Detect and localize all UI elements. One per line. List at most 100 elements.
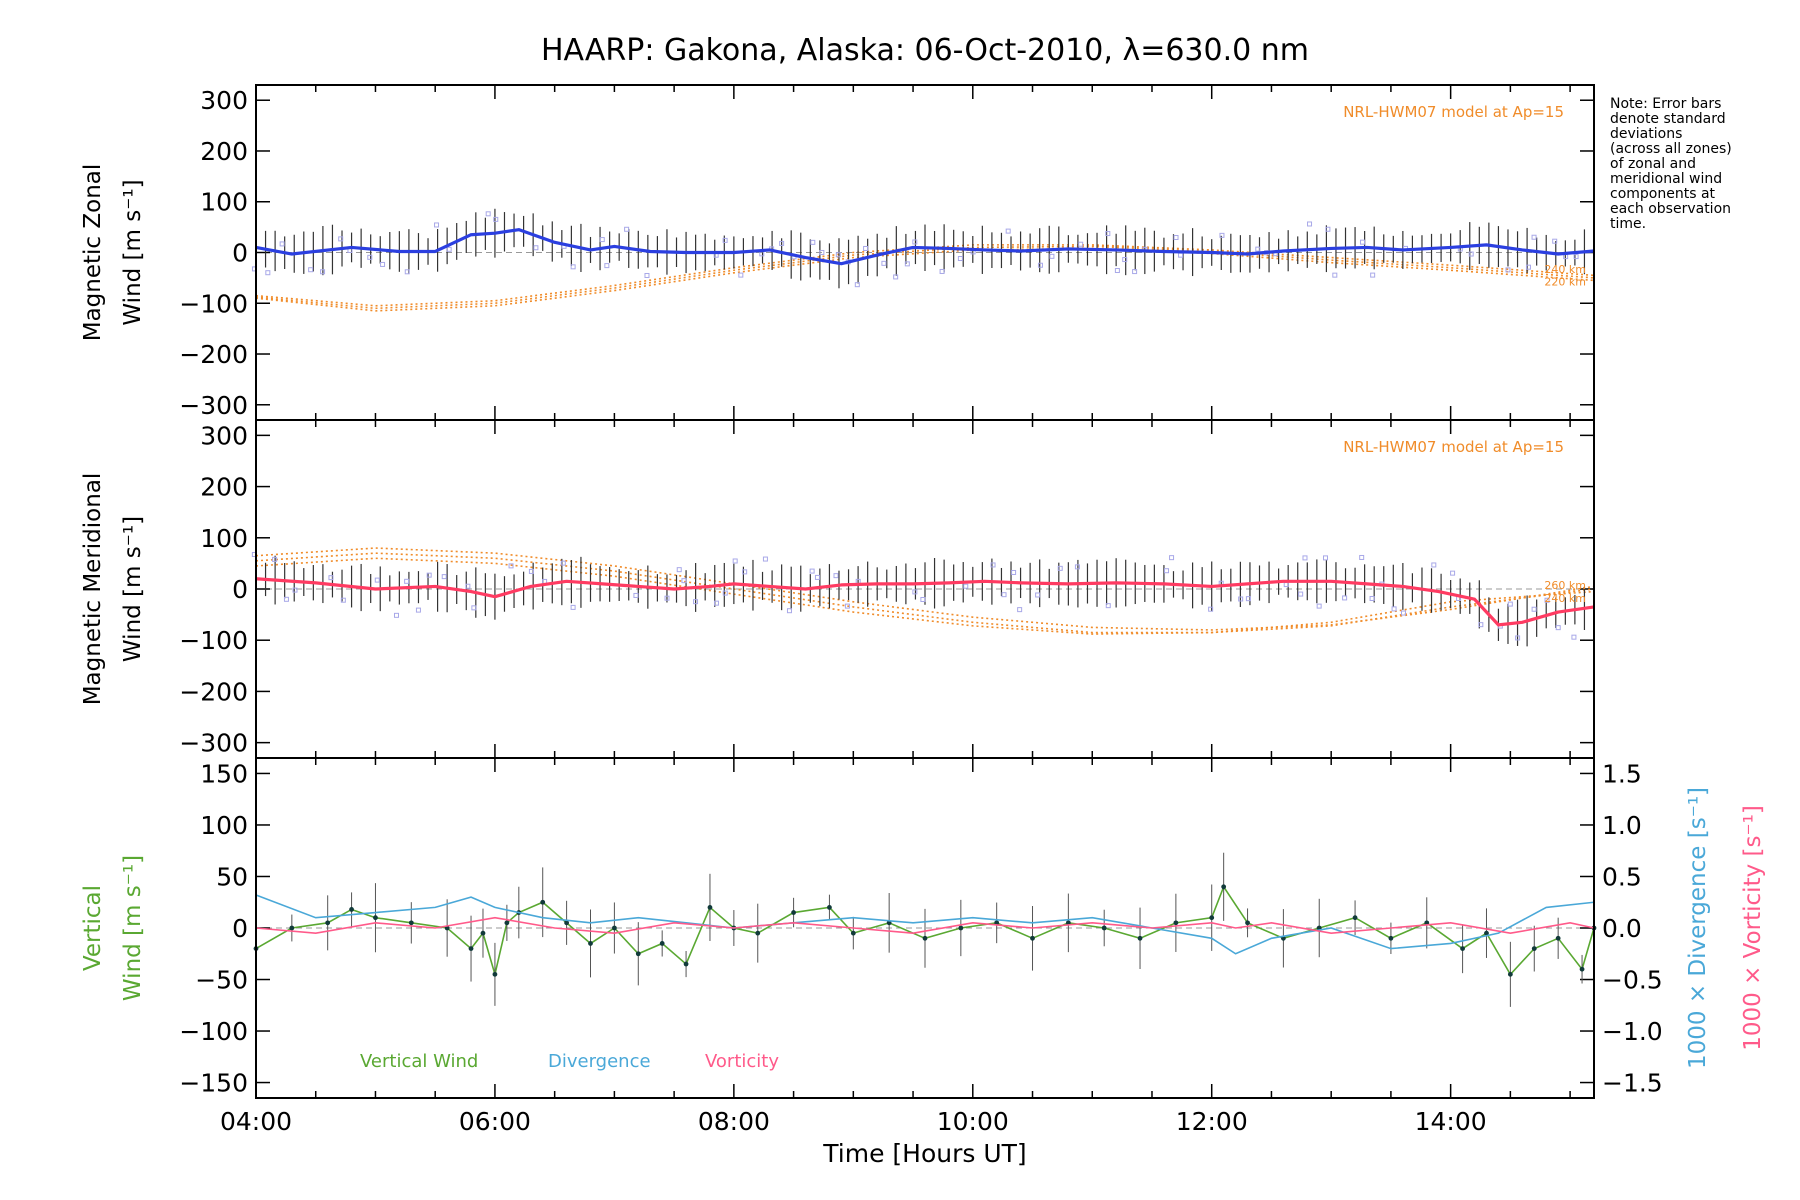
model-height-label: 260 km — [1544, 579, 1586, 592]
sample-point — [1238, 596, 1244, 602]
sample-point — [1369, 595, 1375, 601]
sample-point — [904, 261, 910, 267]
y-tick-label: 200 — [200, 473, 248, 502]
sample-point — [1359, 239, 1365, 245]
meridional-wind-line — [255, 577, 1595, 627]
sample-point — [1005, 228, 1011, 234]
note-line: (across all zones) — [1610, 141, 1732, 157]
y2-tick-label: 1.0 — [1602, 811, 1642, 840]
data-point — [922, 935, 928, 941]
sample-point — [1178, 252, 1184, 258]
note-line: components at — [1610, 186, 1716, 202]
sample-point — [374, 577, 380, 583]
data-point — [1245, 920, 1250, 926]
data-point — [659, 941, 665, 946]
sample-point — [1001, 592, 1007, 598]
sample-point — [1571, 634, 1577, 640]
model-curve — [255, 552, 1595, 634]
data-point — [349, 907, 354, 912]
sample-point — [1037, 262, 1043, 268]
sample-point — [1332, 272, 1338, 278]
sample-point — [1468, 251, 1474, 257]
sample-point — [738, 272, 744, 278]
sample-point — [1011, 569, 1017, 575]
sample-point — [528, 568, 534, 574]
legend-entry: Vorticity — [705, 1051, 779, 1072]
data-point — [540, 899, 546, 905]
sample-point — [912, 239, 918, 245]
sample-point — [676, 567, 682, 573]
data-point — [1137, 935, 1143, 941]
sample-point — [863, 245, 869, 251]
sample-point — [1035, 592, 1041, 598]
sample-point — [1208, 606, 1214, 612]
sample-point — [446, 246, 452, 252]
model-height-label: 240 km — [1544, 263, 1586, 276]
sample-point — [471, 605, 477, 611]
sample-point — [1122, 257, 1128, 263]
y-tick-label: −200 — [179, 677, 248, 706]
sample-point — [1105, 603, 1111, 609]
sample-point — [404, 578, 410, 584]
y-tick-label: 100 — [200, 524, 248, 553]
sample-point — [1057, 565, 1063, 571]
sample-point — [633, 592, 639, 598]
sample-point — [1307, 221, 1313, 227]
data-point — [611, 925, 617, 931]
note-line: of zonal and — [1610, 156, 1696, 172]
sample-point — [1391, 606, 1397, 612]
sample-point — [570, 604, 576, 610]
sample-point — [814, 574, 820, 580]
sample-point — [308, 267, 314, 273]
sample-point — [893, 274, 899, 280]
panel-vertical: 150 100 50 0 −50 −100 −150 1.5 1.0 0.5 0.0 −0.5 −1.0… — [80, 757, 1766, 1099]
sample-point — [809, 568, 815, 574]
sample-point — [1431, 562, 1437, 568]
sample-point — [1505, 267, 1511, 273]
sample-point — [1255, 246, 1261, 252]
data-point — [707, 904, 713, 910]
sample-point — [963, 583, 969, 589]
sample-point — [713, 600, 719, 606]
data-point — [850, 930, 856, 936]
x-tick-label: 10:00 — [937, 1107, 1009, 1136]
y-tick-label: −50 — [195, 966, 248, 995]
sample-point — [1555, 625, 1561, 631]
note-line: time. — [1610, 216, 1646, 232]
sample-point — [1531, 234, 1537, 240]
y-axis-label: Wind [m s⁻¹] — [120, 179, 146, 325]
note-line: deviations — [1610, 126, 1682, 142]
y-tick-label: −200 — [179, 340, 248, 369]
y-axis-label: Magnetic Zonal — [80, 164, 106, 342]
legend-entry: Vertical Wind — [360, 1051, 478, 1072]
sample-point — [810, 239, 816, 245]
series-divergence — [255, 894, 1595, 955]
sample-point — [508, 563, 514, 569]
y-axis-label: Wind [m s⁻¹] — [120, 855, 146, 1001]
note-line: Note: Error bars — [1610, 96, 1721, 112]
sample-point — [664, 595, 670, 601]
sample-point — [340, 597, 346, 603]
sample-point — [644, 272, 650, 278]
model-curve — [255, 557, 1595, 635]
sample-point — [833, 573, 839, 579]
sample-point — [1302, 555, 1308, 561]
y-axis-label: Wind [m s⁻¹] — [120, 516, 146, 662]
sample-point — [1105, 231, 1111, 237]
sample-point — [1114, 268, 1120, 274]
data-point — [1555, 935, 1561, 941]
sample-point — [1401, 610, 1407, 616]
y-axis-label: Magnetic Meridional — [80, 473, 106, 706]
data-point — [635, 951, 641, 957]
data-point — [791, 910, 796, 915]
sample-point — [265, 270, 271, 276]
data-point — [683, 961, 689, 967]
y-tick-label: −100 — [179, 626, 248, 655]
panel-meridional: 300 200 100 0 −100 −200 −300 Magnetic Meridiona… — [80, 419, 1595, 759]
sample-point — [485, 211, 491, 217]
sample-point — [328, 575, 334, 581]
sample-point — [283, 596, 289, 602]
sample-point — [1017, 607, 1023, 613]
x-tick-label: 06:00 — [459, 1107, 531, 1136]
